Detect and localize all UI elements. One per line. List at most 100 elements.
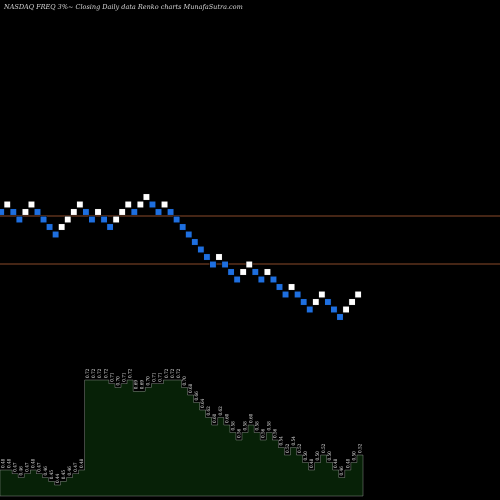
renko-brick-down [324, 298, 332, 306]
volume-label: 0.56 [261, 428, 266, 438]
volume-label: 0.62 [206, 406, 211, 416]
renko-brick-down [40, 216, 47, 223]
volume-label: 0.58 [230, 421, 235, 431]
volume-label: 0.52 [285, 443, 290, 453]
volume-label: 0.47 [37, 462, 42, 472]
renko-brick-down [257, 276, 265, 283]
renko-brick-up [142, 193, 150, 201]
renko-brick-down [88, 216, 96, 223]
volume-label: 0.50 [303, 451, 308, 461]
volume-label: 0.50 [327, 451, 332, 461]
renko-brick-down [221, 261, 229, 268]
volume-label: 0.56 [273, 428, 278, 438]
volume-label: 0.47 [13, 462, 18, 472]
volume-label: 0.68 [188, 383, 193, 393]
volume-label: 0.45 [61, 470, 66, 480]
renko-brick-down [15, 216, 23, 223]
volume-label: 0.60 [212, 413, 217, 423]
renko-brick-down [106, 223, 114, 231]
volume-label: 0.56 [236, 428, 241, 438]
volume-label: 0.50 [351, 451, 356, 461]
renko-brick-up [118, 208, 126, 216]
volume-label: 0.70 [146, 376, 151, 386]
volume-label: 0.46 [43, 466, 48, 476]
renko-brick-up [263, 268, 271, 276]
volume-label: 0.66 [194, 391, 199, 401]
volume-label: 0.44 [55, 473, 60, 483]
renko-brick-up [136, 201, 144, 208]
volume-label: 0.45 [49, 470, 54, 480]
volume-labels: 0.48 0.48 0.47 0.46 0.47 0.48 0.47 0.46 0.45 0.44… [0, 368, 362, 483]
renko-brick-down [179, 223, 187, 231]
renko-brick-up [342, 306, 350, 313]
volume-label: 0.72 [103, 368, 108, 378]
renko-brick-down [100, 216, 108, 223]
volume-label: 0.71 [121, 372, 126, 382]
renko-brick-down [227, 268, 235, 276]
renko-brick-up [245, 261, 253, 268]
volume-label: 0.58 [242, 421, 247, 431]
renko-brick-up [124, 201, 132, 208]
renko-brick-up [3, 201, 11, 208]
volume-label: 0.62 [218, 406, 223, 416]
volume-label: 0.72 [176, 368, 181, 378]
renko-brick-down [185, 231, 193, 238]
renko-brick-down [130, 208, 138, 216]
volume-label: 0.48 [6, 458, 11, 468]
renko-brick-up [76, 201, 84, 208]
volume-label: 0.48 [31, 458, 36, 468]
renko-brick-up [70, 208, 78, 216]
renko-brick-down [167, 208, 175, 216]
volume-label: 0.69 [140, 380, 145, 390]
renko-brick-down [46, 223, 54, 231]
renko-brick-down [282, 291, 290, 298]
renko-brick-down [9, 208, 17, 216]
volume-label: 0.47 [25, 462, 30, 472]
volume-label: 0.60 [224, 413, 229, 423]
volume-label: 0.72 [97, 368, 102, 378]
volume-label: 0.46 [67, 466, 72, 476]
renko-brick-down [52, 231, 60, 238]
renko-brick-down [209, 261, 217, 268]
renko-brick-up [312, 298, 320, 306]
renko-brick-down [82, 208, 90, 216]
renko-brick-down [197, 246, 205, 253]
volume-label: 0.48 [0, 458, 5, 468]
renko-brick-up [28, 201, 35, 208]
volume-label: 0.72 [164, 368, 169, 378]
volume-label: 0.60 [248, 413, 253, 423]
renko-brick-down [155, 208, 162, 216]
volume-label: 0.54 [291, 436, 296, 446]
volume-area-path [0, 379, 364, 497]
renko-brick-up [64, 216, 72, 223]
renko-brick-down [233, 276, 241, 283]
volume-label: 0.71 [158, 372, 163, 382]
volume-area [0, 379, 364, 497]
volume-label: 0.69 [134, 380, 139, 390]
volume-label: 0.71 [152, 372, 157, 382]
volume-label: 0.70 [182, 376, 187, 386]
volume-label: 0.47 [73, 462, 78, 472]
renko-brick-up [94, 208, 102, 216]
volume-label: 0.54 [279, 436, 284, 446]
renko-brick-down [300, 298, 308, 306]
volume-label: 0.71 [109, 372, 114, 382]
renko-brick-down [251, 268, 259, 276]
renko-bricks [0, 193, 362, 321]
chart-title: NASDAQ FREQ 3%~ Closing Daily data Renko… [3, 3, 243, 11]
renko-brick-down [203, 253, 211, 261]
renko-brick-up [288, 283, 296, 291]
renko-brick-down [330, 306, 338, 313]
renko-brick-down [0, 208, 5, 216]
volume-label: 0.46 [339, 466, 344, 476]
volume-label: 0.72 [170, 368, 175, 378]
renko-brick-up [21, 208, 29, 216]
volume-label: 0.72 [85, 368, 90, 378]
volume-label: 0.72 [91, 368, 96, 378]
renko-brick-up [354, 291, 362, 298]
renko-brick-up [112, 216, 120, 223]
volume-label: 0.46 [19, 466, 24, 476]
volume-label: 0.48 [345, 458, 350, 468]
